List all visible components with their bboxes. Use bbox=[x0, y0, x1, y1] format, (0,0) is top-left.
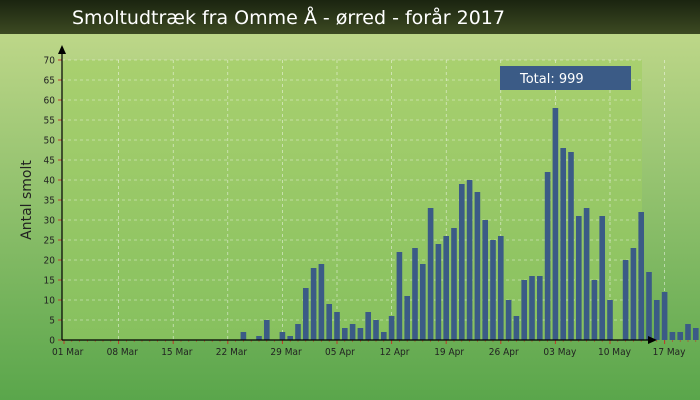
y-tick-label: 65 bbox=[44, 76, 55, 87]
y-tick-label: 5 bbox=[49, 316, 55, 327]
x-tick-label: 10 May bbox=[598, 347, 632, 358]
bar bbox=[349, 324, 356, 340]
y-tick-label: 10 bbox=[44, 296, 56, 307]
chart-title: Smoltudtræk fra Omme Å - ørred - forår 2… bbox=[72, 6, 505, 29]
bar bbox=[646, 272, 652, 340]
bar bbox=[396, 252, 403, 340]
y-axis-label: Antal smolt bbox=[19, 160, 35, 240]
y-axis-arrow bbox=[58, 45, 66, 54]
y-tick-label: 30 bbox=[44, 216, 56, 227]
bar bbox=[653, 300, 660, 340]
bar bbox=[302, 288, 309, 340]
bar bbox=[404, 296, 411, 340]
bar bbox=[544, 172, 551, 340]
bar bbox=[521, 280, 528, 340]
bar bbox=[326, 304, 333, 340]
x-tick-label: 01 Mar bbox=[52, 347, 84, 358]
axis-layer bbox=[58, 45, 697, 344]
bar bbox=[490, 240, 496, 340]
bar bbox=[287, 336, 294, 340]
bar bbox=[552, 108, 559, 340]
bar bbox=[560, 148, 567, 340]
bar bbox=[536, 276, 543, 340]
y-tick-label: 40 bbox=[44, 176, 56, 187]
y-tick-label: 15 bbox=[44, 276, 55, 287]
y-tick-labels: 0 5 10 15 20 25 30 35 40 45 50 55 60 65 70 bbox=[44, 56, 56, 347]
bar bbox=[661, 292, 668, 340]
bar bbox=[607, 300, 613, 340]
bar bbox=[497, 236, 504, 340]
x-tick-label: 29 Mar bbox=[270, 347, 302, 358]
bar bbox=[474, 192, 481, 340]
x-axis-arrow bbox=[648, 336, 657, 344]
bar bbox=[622, 260, 629, 340]
bar bbox=[583, 208, 590, 340]
bar bbox=[630, 248, 637, 340]
title-bar bbox=[0, 0, 700, 34]
x-tick-label: 17 May bbox=[653, 347, 687, 358]
grid-layer bbox=[62, 59, 665, 340]
bar bbox=[599, 216, 606, 340]
y-tick-label: 45 bbox=[44, 156, 55, 167]
bar bbox=[451, 228, 457, 340]
bar bbox=[419, 264, 426, 340]
x-tick-label: 03 May bbox=[543, 347, 577, 358]
bar bbox=[591, 280, 598, 340]
bar bbox=[692, 328, 699, 340]
x-tick-label: 19 Apr bbox=[434, 347, 464, 358]
total-label: Total: 999 bbox=[519, 72, 584, 87]
x-tick-labels: 01 Mar 08 Mar 15 Mar 22 Mar 29 Mar 05 Apr 12 A… bbox=[52, 347, 687, 358]
bar bbox=[443, 236, 450, 340]
y-tick-label: 25 bbox=[44, 236, 55, 247]
y-tick-label: 20 bbox=[44, 256, 56, 267]
total-box bbox=[500, 66, 631, 90]
bar bbox=[513, 316, 520, 340]
bar bbox=[279, 332, 286, 340]
bar bbox=[466, 180, 473, 340]
bar bbox=[677, 332, 684, 340]
bar bbox=[412, 248, 418, 340]
bar bbox=[240, 332, 247, 340]
bar bbox=[458, 184, 465, 340]
y-tick-label: 60 bbox=[44, 96, 56, 107]
bar bbox=[318, 264, 325, 340]
bar bbox=[341, 328, 348, 340]
bar bbox=[575, 216, 582, 340]
x-tick-label: 05 Apr bbox=[325, 347, 355, 358]
bar bbox=[669, 332, 676, 340]
x-tick-label: 26 Apr bbox=[489, 347, 519, 358]
bar bbox=[388, 316, 395, 340]
bar bbox=[334, 312, 340, 340]
y-tick-label: 35 bbox=[44, 196, 55, 207]
bar bbox=[256, 336, 262, 340]
bar bbox=[365, 312, 372, 340]
bar bbox=[263, 320, 270, 340]
x-tick-label: 12 Apr bbox=[380, 347, 410, 358]
bar bbox=[310, 268, 317, 340]
bar bbox=[482, 220, 489, 340]
bar bbox=[505, 300, 512, 340]
y-tick-label: 50 bbox=[44, 136, 56, 147]
bar bbox=[295, 324, 301, 340]
y-tick-label: 55 bbox=[44, 116, 55, 127]
x-tick-label: 22 Mar bbox=[216, 347, 248, 358]
y-tick-label: 0 bbox=[49, 336, 55, 347]
bar bbox=[568, 152, 574, 340]
bars-layer bbox=[240, 108, 699, 340]
bar bbox=[685, 324, 691, 340]
x-tick-label: 08 Mar bbox=[107, 347, 139, 358]
x-tick-label: 15 Mar bbox=[161, 347, 193, 358]
bar bbox=[638, 212, 645, 340]
bar bbox=[435, 244, 442, 340]
bar bbox=[373, 320, 379, 340]
bar bbox=[380, 332, 387, 340]
y-tick-label: 70 bbox=[44, 56, 56, 67]
bar bbox=[357, 328, 364, 340]
bar bbox=[529, 276, 535, 340]
bar bbox=[427, 208, 434, 340]
